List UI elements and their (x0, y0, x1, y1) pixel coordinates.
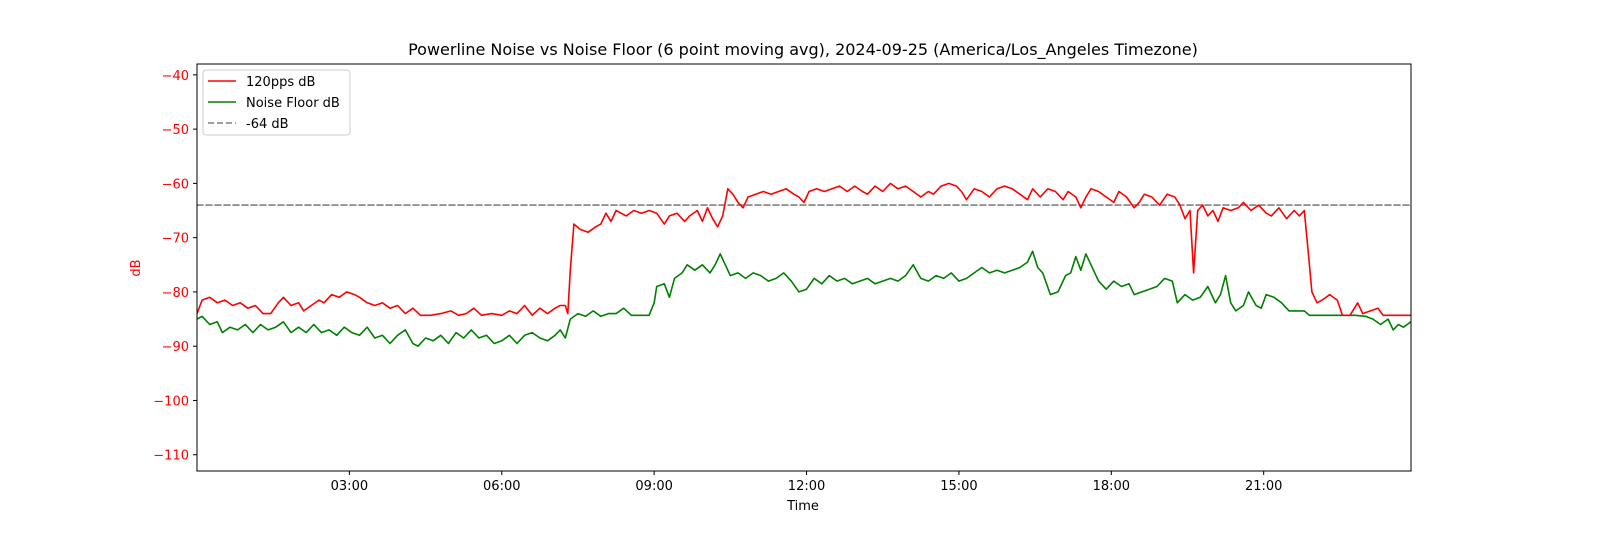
y-tick-label: −100 (153, 394, 189, 409)
x-tick-label: 06:00 (483, 479, 520, 494)
x-tick-label: 09:00 (635, 479, 672, 494)
legend: 120pps dB Noise Floor dB -64 dB (202, 69, 351, 136)
series-line-0 (197, 182, 1411, 317)
x-axis-label: Time (786, 499, 819, 514)
series-layer (197, 182, 1411, 347)
legend-box (202, 69, 351, 136)
legend-label: 120pps dB (246, 75, 315, 90)
y-tick-label: −70 (162, 232, 189, 247)
x-tick-label: 18:00 (1093, 479, 1130, 494)
x-tick-label: 03:00 (331, 479, 368, 494)
plot-frame (196, 63, 1412, 472)
y-tick-label: −80 (162, 286, 189, 301)
chart-title: Powerline Noise vs Noise Floor (6 point … (408, 40, 1198, 60)
y-tick-label: −60 (162, 177, 189, 192)
x-tick-label: 12:00 (788, 479, 825, 494)
series-line-1 (197, 250, 1411, 347)
y-tick-label: −50 (162, 123, 189, 138)
x-tick-label: 21:00 (1245, 479, 1282, 494)
x-axis: 03:00 06:00 09:00 12:00 15:00 18:00 21:00 (331, 471, 1282, 494)
legend-label: Noise Floor dB (246, 96, 340, 111)
legend-label: -64 dB (246, 117, 289, 132)
y-tick-label: −90 (162, 340, 189, 355)
x-tick-label: 15:00 (940, 479, 977, 494)
y-tick-label: −40 (162, 69, 189, 84)
y-axis: −40 −50 −60 −70 −80 −90 −100 −110 (153, 69, 197, 464)
y-axis-label: dB (129, 259, 144, 276)
y-tick-label: −110 (153, 449, 189, 464)
